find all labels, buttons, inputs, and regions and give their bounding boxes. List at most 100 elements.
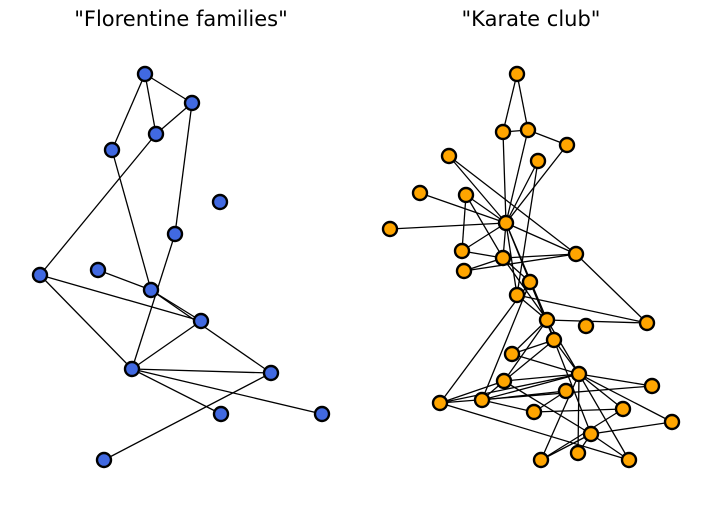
edge-n10-n12 xyxy=(131,368,222,415)
node-n5 xyxy=(166,225,184,243)
node-k0 xyxy=(508,65,526,83)
edges-florentine xyxy=(39,73,323,461)
edge-k0-k2 xyxy=(516,73,529,131)
edge-k13-k15 xyxy=(575,253,648,324)
node-k22 xyxy=(570,365,588,383)
edge-k1-k4 xyxy=(502,131,507,224)
edge-n0-n1 xyxy=(144,73,193,104)
edge-n2-n6 xyxy=(39,133,157,276)
node-k3 xyxy=(558,136,576,154)
edge-k22-k23 xyxy=(481,373,580,401)
edge-k17-k21 xyxy=(503,319,548,382)
node-k14 xyxy=(521,273,539,291)
edge-k22-k28 xyxy=(578,373,624,410)
node-k12 xyxy=(455,262,473,280)
node-k24 xyxy=(431,394,449,412)
edge-k22-k24 xyxy=(439,373,580,404)
node-k2 xyxy=(519,121,537,139)
edge-k6-k13 xyxy=(448,155,577,255)
edge-n7-n8 xyxy=(97,269,152,291)
node-k17 xyxy=(538,311,556,329)
edge-n10-n13 xyxy=(131,368,323,415)
edge-k24-k33 xyxy=(439,402,630,461)
node-n14 xyxy=(95,451,113,469)
node-k11 xyxy=(494,249,512,267)
edge-k29-k31 xyxy=(540,433,592,461)
node-k10 xyxy=(453,242,471,260)
node-k31 xyxy=(532,451,550,469)
edge-k12-k13 xyxy=(463,253,577,272)
edge-k4-k6 xyxy=(448,155,507,224)
node-k16 xyxy=(508,286,526,304)
edge-k24-k27 xyxy=(439,385,653,404)
node-k27 xyxy=(643,377,661,395)
edge-n9-n10 xyxy=(131,320,202,370)
node-k33 xyxy=(620,451,638,469)
node-n2 xyxy=(147,125,165,143)
node-k6 xyxy=(440,147,458,165)
node-k29 xyxy=(582,425,600,443)
edge-k4-k13 xyxy=(505,222,577,255)
edge-k15-k16 xyxy=(516,294,648,324)
node-k20 xyxy=(503,345,521,363)
node-k1 xyxy=(494,123,512,141)
edge-n0-n2 xyxy=(144,73,157,135)
edge-n11-n14 xyxy=(103,372,272,461)
node-n8 xyxy=(142,281,160,299)
node-n11 xyxy=(262,364,280,382)
edge-k29-k30 xyxy=(590,421,673,435)
node-k13 xyxy=(567,245,585,263)
edge-n10-n11 xyxy=(131,368,272,374)
node-k7 xyxy=(411,184,429,202)
panel-title-karate: "Karate club" xyxy=(462,7,601,31)
edge-k15-k17 xyxy=(546,319,648,324)
node-n6 xyxy=(31,266,49,284)
edge-k3-k4 xyxy=(505,144,568,224)
node-k9 xyxy=(381,220,399,238)
edge-n3-n8 xyxy=(111,149,152,291)
node-k32 xyxy=(569,444,587,462)
edge-k17-k22 xyxy=(546,319,580,375)
node-k25 xyxy=(525,403,543,421)
edge-k11-k13 xyxy=(502,253,577,259)
edge-k4-k16 xyxy=(505,222,518,296)
node-k21 xyxy=(495,372,513,390)
node-k26 xyxy=(557,382,575,400)
edge-k4-k5 xyxy=(505,160,539,224)
edge-k14-k23 xyxy=(481,281,531,401)
edge-n6-n9 xyxy=(39,274,202,322)
node-k19 xyxy=(545,331,563,349)
edge-k8-k11 xyxy=(465,194,504,259)
edge-k4-k9 xyxy=(389,222,507,230)
edge-n5-n10 xyxy=(131,233,176,370)
panel-florentine-families: "Florentine families" xyxy=(31,7,331,469)
node-n0 xyxy=(136,65,154,83)
node-k18 xyxy=(577,317,595,335)
node-n12 xyxy=(212,405,230,423)
node-n3 xyxy=(103,141,121,159)
node-n9 xyxy=(192,312,210,330)
edge-k22-k27 xyxy=(578,373,653,387)
node-k4 xyxy=(497,214,515,232)
edge-k4-k10 xyxy=(461,222,507,252)
node-k5 xyxy=(529,152,547,170)
node-n4 xyxy=(211,193,229,211)
edge-k23-k25 xyxy=(481,399,535,413)
edge-k22-k32 xyxy=(577,373,580,454)
node-n13 xyxy=(313,405,331,423)
node-k15 xyxy=(638,314,656,332)
edge-n8-n11 xyxy=(150,289,272,374)
edge-n0-n3 xyxy=(111,73,146,151)
edge-k31-k28 xyxy=(540,408,624,461)
node-k23 xyxy=(473,391,491,409)
node-k30 xyxy=(663,413,681,431)
edge-n6-n10 xyxy=(39,274,133,370)
edge-k19-k21 xyxy=(503,339,555,382)
edge-k22-k30 xyxy=(578,373,673,423)
nodes-karate xyxy=(381,65,681,469)
edge-k20-k22 xyxy=(511,353,580,375)
node-n1 xyxy=(183,94,201,112)
panel-title-florentine: "Florentine families" xyxy=(74,7,288,31)
edge-k25-k28 xyxy=(533,408,624,413)
edge-k22-k33 xyxy=(578,373,630,461)
